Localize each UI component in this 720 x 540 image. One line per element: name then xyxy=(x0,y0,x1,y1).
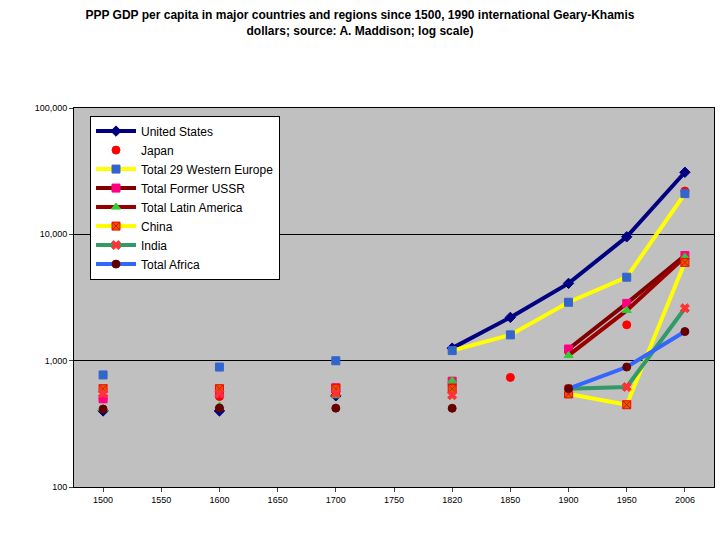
svg-text:Total Latin America: Total Latin America xyxy=(141,201,243,215)
svg-text:2006: 2006 xyxy=(675,495,695,505)
svg-text:1500: 1500 xyxy=(93,495,113,505)
svg-text:1650: 1650 xyxy=(268,495,288,505)
svg-text:Japan: Japan xyxy=(141,144,174,158)
svg-text:1550: 1550 xyxy=(151,495,171,505)
svg-text:Total 29 Western Europe: Total 29 Western Europe xyxy=(141,163,273,177)
svg-text:PPP GDP per capita in major co: PPP GDP per capita in major countries an… xyxy=(85,8,634,38)
svg-text:Total Africa: Total Africa xyxy=(141,258,200,272)
svg-text:10,000: 10,000 xyxy=(40,229,68,239)
svg-text:100,000: 100,000 xyxy=(35,103,68,113)
svg-text:100: 100 xyxy=(52,482,67,492)
svg-text:1600: 1600 xyxy=(209,495,229,505)
svg-text:1700: 1700 xyxy=(326,495,346,505)
svg-text:China: China xyxy=(141,220,173,234)
svg-text:1820: 1820 xyxy=(442,495,462,505)
svg-text:India: India xyxy=(141,239,167,253)
svg-text:1900: 1900 xyxy=(559,495,579,505)
svg-text:United States: United States xyxy=(141,125,213,139)
svg-text:Total Former USSR: Total Former USSR xyxy=(141,182,245,196)
svg-text:1750: 1750 xyxy=(384,495,404,505)
svg-text:1850: 1850 xyxy=(500,495,520,505)
svg-text:1,000: 1,000 xyxy=(45,356,68,366)
svg-text:1950: 1950 xyxy=(617,495,637,505)
